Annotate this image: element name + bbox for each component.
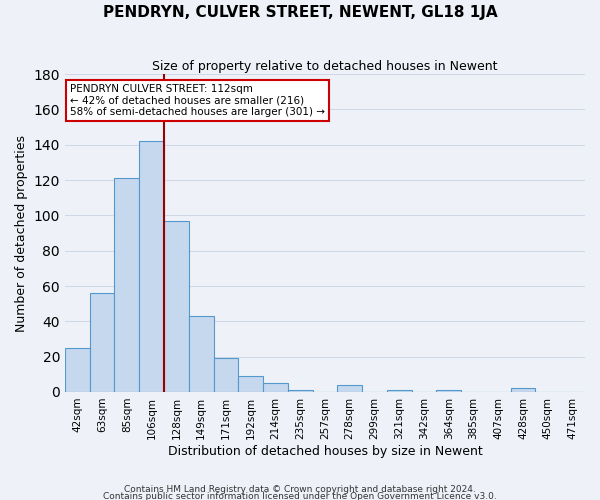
Text: PENDRYN, CULVER STREET, NEWENT, GL18 1JA: PENDRYN, CULVER STREET, NEWENT, GL18 1JA bbox=[103, 5, 497, 20]
Bar bbox=[164, 220, 189, 392]
Bar bbox=[115, 178, 139, 392]
Text: PENDRYN CULVER STREET: 112sqm
← 42% of detached houses are smaller (216)
58% of : PENDRYN CULVER STREET: 112sqm ← 42% of d… bbox=[70, 84, 325, 117]
Bar bbox=[189, 316, 214, 392]
Bar bbox=[65, 348, 89, 392]
Bar bbox=[139, 142, 164, 392]
X-axis label: Distribution of detached houses by size in Newent: Distribution of detached houses by size … bbox=[167, 444, 482, 458]
Bar bbox=[89, 293, 115, 392]
Bar bbox=[214, 358, 238, 392]
Bar bbox=[337, 385, 362, 392]
Text: Contains public sector information licensed under the Open Government Licence v3: Contains public sector information licen… bbox=[103, 492, 497, 500]
Bar bbox=[511, 388, 535, 392]
Bar bbox=[436, 390, 461, 392]
Bar bbox=[387, 390, 412, 392]
Text: Contains HM Land Registry data © Crown copyright and database right 2024.: Contains HM Land Registry data © Crown c… bbox=[124, 486, 476, 494]
Title: Size of property relative to detached houses in Newent: Size of property relative to detached ho… bbox=[152, 60, 498, 73]
Bar bbox=[238, 376, 263, 392]
Bar bbox=[288, 390, 313, 392]
Bar bbox=[263, 383, 288, 392]
Y-axis label: Number of detached properties: Number of detached properties bbox=[15, 134, 28, 332]
